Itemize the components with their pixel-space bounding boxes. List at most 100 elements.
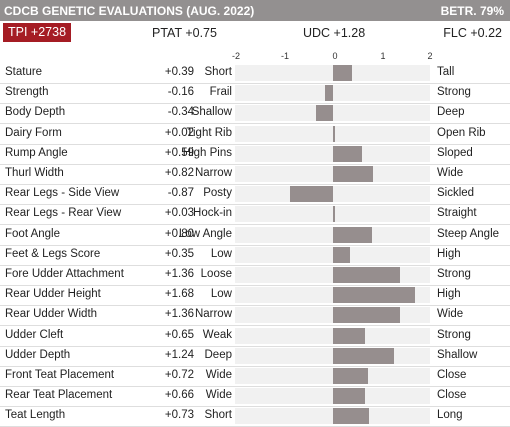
- trait-bar: [333, 65, 353, 81]
- tick-label: 0: [332, 51, 338, 61]
- trait-bar-track: [235, 287, 430, 304]
- trait-value: +0.82: [164, 167, 194, 179]
- flc-value: FLC +0.22: [443, 26, 502, 40]
- trait-bar: [325, 85, 333, 102]
- trait-high-label: Shallow: [437, 348, 478, 361]
- ptat-value: PTAT +0.75: [152, 26, 217, 40]
- trait-row: Udder Depth +1.24 Deep Shallow: [0, 346, 510, 367]
- udc-value: UDC +1.28: [303, 26, 366, 40]
- trait-row: Thurl Width +0.82 Narrow Wide: [0, 164, 510, 185]
- trait-row: Feet & Legs Score +0.35 Low High: [0, 245, 510, 266]
- trait-row: Body Depth -0.34 Shallow Deep: [0, 103, 510, 125]
- trait-low-label: Shallow: [191, 106, 232, 119]
- trait-bar: [333, 145, 362, 162]
- trait-row: Fore Udder Attachment +1.36 Loose Strong: [0, 265, 510, 286]
- trait-low-label: Low: [210, 288, 232, 301]
- trait-name: Rear Teat Placement: [5, 389, 113, 402]
- trait-low-label: High Pins: [182, 146, 232, 159]
- trait-row: Teat Length +0.73 Short Long: [0, 406, 510, 427]
- trait-bar-track: [235, 186, 430, 203]
- trait-name: Foot Angle: [5, 227, 60, 240]
- trait-name: Udder Depth: [5, 348, 71, 361]
- trait-value: +0.73: [164, 409, 194, 422]
- trait-bar-track: [235, 166, 430, 182]
- trait-high-label: Long: [437, 409, 463, 422]
- trait-name: Rear Udder Height: [5, 288, 101, 301]
- trait-low-label: Tight Rib: [186, 126, 232, 139]
- trait-row: Rear Legs - Rear View +0.03 Hock-in Straigh…: [0, 204, 510, 226]
- trait-high-label: Wide: [437, 167, 464, 179]
- trait-high-label: Sickled: [437, 187, 475, 200]
- trait-name: Udder Cleft: [5, 328, 64, 341]
- trait-value: +1.24: [164, 348, 194, 361]
- trait-name: Rear Legs - Side View: [5, 187, 120, 200]
- trait-value: -0.34: [167, 106, 194, 119]
- trait-bar: [333, 368, 369, 384]
- trait-row: Stature +0.39 Short Tall: [0, 63, 510, 84]
- trait-row: Rear Udder Height +1.68 Low High: [0, 285, 510, 307]
- trait-low-label: Wide: [205, 369, 232, 381]
- trait-value: +1.68: [164, 288, 194, 301]
- trait-name: Fore Udder Attachment: [5, 268, 124, 280]
- trait-value: +1.36: [164, 268, 194, 280]
- trait-row: Rear Udder Width +1.36 Narrow Wide: [0, 305, 510, 327]
- trait-bar: [333, 267, 400, 283]
- trait-bar-track: [235, 145, 430, 162]
- trait-value: +1.36: [164, 308, 194, 321]
- trait-value: +0.80: [164, 227, 194, 240]
- trait-low-label: Narrow: [194, 167, 232, 179]
- trait-value: +0.65: [164, 328, 194, 341]
- trait-high-label: Strong: [437, 268, 471, 280]
- tick-label: -1: [280, 51, 290, 61]
- trait-high-label: Close: [437, 369, 467, 381]
- trait-value: +0.59: [164, 146, 194, 159]
- trait-row: Foot Angle +0.80 Low Angle Steep Angle: [0, 225, 510, 246]
- trait-bar: [333, 226, 373, 243]
- trait-high-label: Straight: [437, 207, 477, 220]
- trait-low-label: Short: [204, 409, 233, 422]
- tick-label: 2: [427, 51, 433, 61]
- trait-bar-track: [235, 327, 430, 344]
- trait-value: +0.03: [164, 207, 194, 220]
- tick-label: -2: [231, 51, 241, 61]
- trait-row: Rear Legs - Side View -0.87 Posty Sickled: [0, 184, 510, 206]
- trait-low-label: Weak: [202, 328, 232, 341]
- page-title: CDCB GENETIC EVALUATIONS (AUG. 2022): [4, 4, 255, 18]
- tick-label: 1: [380, 51, 386, 61]
- trait-low-label: Short: [204, 66, 233, 78]
- trait-name: Stature: [5, 66, 43, 78]
- trait-value: +0.39: [164, 66, 194, 78]
- trait-row: Rump Angle +0.59 High Pins Sloped: [0, 144, 510, 165]
- trait-low-label: Narrow: [194, 308, 232, 321]
- header-bar: CDCB GENETIC EVALUATIONS (AUG. 2022) BET…: [0, 0, 510, 21]
- trait-high-label: Strong: [437, 328, 471, 341]
- trait-bar-track: [235, 125, 430, 142]
- trait-low-label: Wide: [205, 389, 232, 402]
- trait-high-label: High: [437, 288, 461, 301]
- trait-row: Front Teat Placement +0.72 Wide Close: [0, 366, 510, 387]
- trait-value: -0.16: [167, 86, 194, 99]
- trait-value: +0.66: [164, 389, 194, 402]
- trait-low-label: Frail: [209, 86, 232, 99]
- trait-high-label: Wide: [437, 308, 464, 321]
- trait-name: Dairy Form: [5, 126, 62, 139]
- trait-name: Strength: [5, 86, 49, 99]
- trait-bar-track: [235, 388, 430, 405]
- trait-row: Strength -0.16 Frail Strong: [0, 83, 510, 105]
- trait-name: Body Depth: [5, 106, 66, 119]
- trait-name: Teat Length: [5, 409, 66, 422]
- trait-name: Feet & Legs Score: [5, 247, 101, 260]
- trait-row: Rear Teat Placement +0.66 Wide Close: [0, 386, 510, 408]
- reliability-badge: BETR. 79%: [440, 4, 504, 18]
- trait-bar-track: [235, 408, 430, 425]
- trait-name: Rear Legs - Rear View: [5, 207, 122, 220]
- trait-row: Dairy Form +0.02 Tight Rib Open Rib: [0, 124, 510, 145]
- trait-name: Rear Udder Width: [5, 308, 98, 321]
- trait-bar: [333, 246, 351, 263]
- trait-bar: [333, 125, 335, 142]
- trait-bar-track: [235, 368, 430, 384]
- trait-bar-track: [235, 226, 430, 243]
- trait-value: -0.87: [167, 187, 194, 200]
- trait-value: +0.35: [164, 247, 194, 260]
- trait-low-label: Posty: [203, 187, 232, 200]
